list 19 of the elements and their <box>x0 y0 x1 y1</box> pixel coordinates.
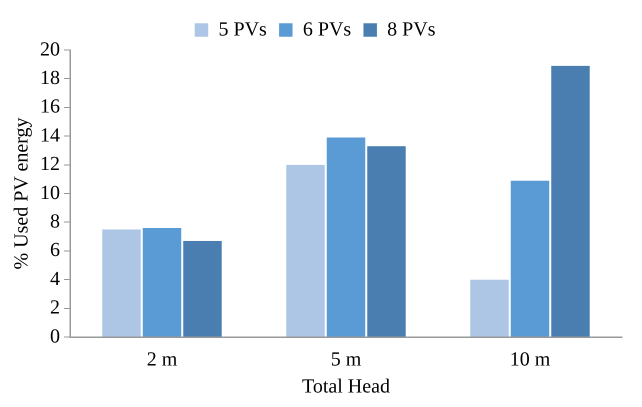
y-axis-title: % Used PV energy <box>10 117 32 270</box>
legend-label: 8 PVs <box>387 18 436 40</box>
y-tick-label: 12 <box>40 153 60 176</box>
y-tick-label: 10 <box>40 182 60 204</box>
x-tick-label: 2 m <box>146 348 178 370</box>
x-tick-label: 10 m <box>510 348 551 370</box>
y-tick-label: 8 <box>50 210 60 232</box>
y-tick-label: 4 <box>50 268 60 290</box>
y-tick-label: 0 <box>50 325 60 348</box>
y-tick-label: 14 <box>40 124 60 146</box>
legend-label: 6 PVs <box>302 18 352 40</box>
x-tick-label: 5 m <box>330 348 362 370</box>
legend-label: 5 PVs <box>218 18 268 40</box>
y-tick-label: 2 <box>50 296 60 319</box>
y-tick-label: 18 <box>40 66 60 89</box>
x-axis-title: Total Head <box>302 375 390 398</box>
y-tick-label: 16 <box>40 96 60 118</box>
y-tick-label: 20 <box>40 38 60 60</box>
y-tick-label: 6 <box>50 239 60 262</box>
